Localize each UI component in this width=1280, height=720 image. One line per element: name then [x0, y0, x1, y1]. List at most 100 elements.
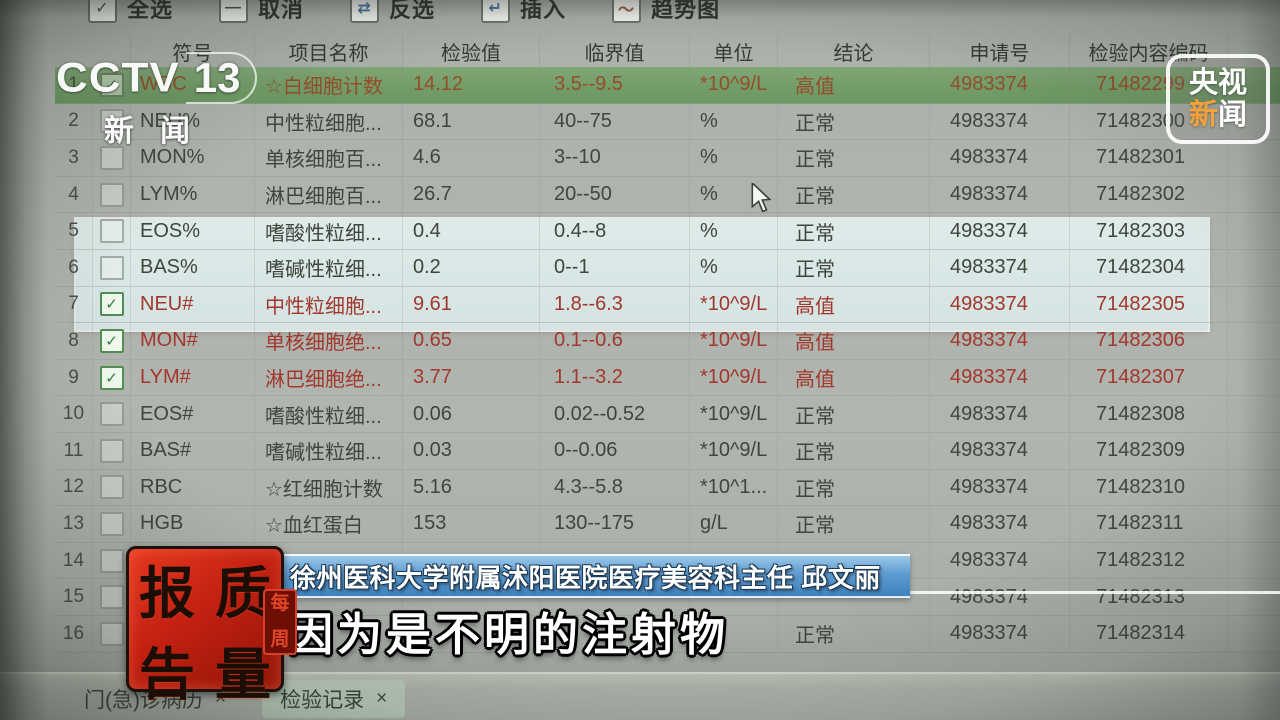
cell-row-number: 10	[55, 396, 93, 432]
table-row[interactable]: 7 ✓ NEU# 中性粒细胞... 9.61 1.8--6.3 *10^9/L 高值 49833…	[55, 286, 1280, 324]
tab-test-record[interactable]: 检验记录 ×	[262, 680, 406, 718]
cell-con: 正常	[778, 615, 930, 652]
cell-req: 4983374	[930, 176, 1070, 213]
cell-val: 9.61	[403, 286, 540, 323]
cell-row-number: 16	[55, 615, 93, 652]
channel-subtitle: 新闻	[104, 115, 216, 148]
checkbox-checked-icon[interactable]: ✓	[99, 292, 124, 317]
cell-req: 4983374	[930, 213, 1070, 249]
cell-code: 71482304	[1070, 249, 1228, 286]
checkbox-checked-icon[interactable]: ✓	[99, 365, 124, 390]
checkbox-icon[interactable]: ✓	[99, 182, 124, 207]
cell-val: 3.77	[403, 359, 540, 396]
checkbox-icon[interactable]: ✓	[99, 402, 124, 427]
row-checkbox-cell: ✓	[93, 176, 131, 213]
cell-row-number: 13	[55, 506, 93, 542]
cell-req: 4983374	[930, 506, 1070, 542]
quality-report-stamp-logo: 报 质 告 量 每周	[126, 546, 297, 706]
cell-code: 71482314	[1070, 615, 1228, 652]
cell-code: 71482303	[1070, 213, 1228, 249]
checkbox-icon[interactable]: ✓	[99, 585, 124, 610]
cctv-wordmark: CCTV	[56, 54, 180, 101]
checkbox-icon[interactable]: ✓	[99, 255, 124, 280]
cell-con: 正常	[778, 469, 930, 506]
column-header[interactable]: 检验值	[403, 35, 540, 67]
cell-con: 正常	[778, 213, 930, 249]
cell-con: 正常	[778, 176, 930, 213]
cell-code: 71482301	[1070, 140, 1228, 176]
cell-name: 嗜碱性粒细...	[255, 432, 403, 469]
cell-rng: 4.3--5.8	[540, 469, 690, 506]
cell-sym: HGB	[131, 506, 255, 542]
tab-close-icon[interactable]: ×	[376, 688, 388, 709]
checkbox-icon[interactable]: ✓	[99, 438, 124, 463]
cell-req: 4983374	[930, 579, 1070, 615]
cell-req: 4983374	[930, 542, 1070, 579]
cell-con: 正常	[778, 103, 930, 140]
cell-val: 4.6	[403, 140, 540, 176]
cell-name: ☆红细胞计数	[255, 469, 403, 506]
cell-con: 正常	[778, 506, 930, 542]
cell-row-number: 12	[55, 469, 93, 506]
cell-con: 高值	[778, 359, 930, 396]
row-checkbox-cell: ✓	[93, 213, 131, 249]
table-row[interactable]: 12✓ RBC☆红细胞计数5.164.3--5.8*10^1...正常498337…	[55, 469, 1280, 507]
cell-con: 高值	[778, 67, 930, 103]
cell-req: 4983374	[930, 396, 1070, 432]
subtitle-text: 因为是不明的注射物	[288, 609, 730, 660]
column-header[interactable]: 单位	[690, 35, 778, 67]
cell-req: 4983374	[930, 323, 1070, 359]
cell-val: 5.16	[403, 469, 540, 506]
row-checkbox-cell: ✓	[93, 323, 131, 359]
cell-rng: 0--0.06	[540, 432, 690, 469]
row-checkbox-cell: ✓	[93, 249, 131, 286]
cell-name: 嗜酸性粒细...	[255, 213, 403, 249]
mouse-cursor-icon	[751, 183, 772, 213]
cell-unit: *10^9/L	[690, 286, 778, 323]
checkbox-icon[interactable]: ✓	[99, 511, 124, 536]
cell-con: 正常	[778, 140, 930, 176]
checkbox-icon[interactable]: ✓	[99, 475, 124, 500]
cell-rng: 3.5--9.5	[540, 67, 690, 103]
cell-name: 嗜酸性粒细...	[255, 396, 403, 432]
checkbox-icon[interactable]: ✓	[99, 219, 124, 244]
cell-val: 0.65	[403, 323, 540, 359]
cell-req: 4983374	[930, 140, 1070, 176]
cell-name: ☆白细胞计数	[255, 67, 403, 103]
cell-val: 0.2	[403, 249, 540, 286]
checkbox-checked-icon[interactable]: ✓	[99, 328, 124, 353]
row-checkbox-cell: ✓	[93, 286, 131, 323]
column-header[interactable]: 结论	[778, 35, 930, 67]
cell-name: 淋巴细胞百...	[255, 176, 403, 213]
table-row[interactable]: 10✓ EOS#嗜酸性粒细...0.060.02--0.52*10^9/L正常49…	[55, 396, 1280, 433]
speaker-name-title: 徐州医科大学附属沭阳医院医疗美容科主任 邱文丽	[290, 562, 881, 593]
cell-code: 71482302	[1070, 176, 1228, 213]
checkbox-icon[interactable]: ✓	[99, 621, 124, 646]
cell-unit: *10^9/L	[690, 67, 778, 103]
cell-row-number: 14	[55, 542, 93, 579]
column-header[interactable]: 项目名称	[255, 35, 403, 67]
checkbox-icon[interactable]: ✓	[99, 548, 124, 573]
table-row[interactable]: 9 ✓ LYM# 淋巴细胞绝... 3.77 1.1--3.2 *10^9/L 高值 49833…	[55, 359, 1280, 397]
row-checkbox-cell: ✓	[93, 432, 131, 469]
cell-code: 71482313	[1070, 579, 1228, 615]
table-row[interactable]: 8 ✓ MON# 单核细胞绝... 0.65 0.1--0.6 *10^9/L 高值 49833…	[55, 323, 1280, 360]
tab-label: 检验记录	[280, 689, 365, 712]
cell-code: 71482305	[1070, 286, 1228, 323]
cell-unit: *10^9/L	[690, 432, 778, 469]
cell-unit: *10^9/L	[690, 396, 778, 432]
cell-code: 71482310	[1070, 469, 1228, 506]
cell-req: 4983374	[930, 249, 1070, 286]
cell-sym: BAS%	[131, 249, 255, 286]
cell-rng: 3--10	[540, 140, 690, 176]
cell-row-number: 11	[55, 432, 93, 469]
column-header[interactable]: 临界值	[540, 35, 690, 67]
table-row[interactable]: 5✓ EOS%嗜酸性粒细...0.40.4--8%正常49833747148230…	[55, 213, 1280, 250]
cell-code: 71482312	[1070, 542, 1228, 579]
column-header[interactable]: 申请号	[930, 35, 1070, 67]
table-row[interactable]: 4✓LYM%淋巴细胞百...26.720--50%正常4983374714823…	[55, 176, 1280, 214]
table-row[interactable]: 11✓ BAS#嗜碱性粒细...0.030--0.06*10^9/L正常49833…	[55, 432, 1280, 470]
table-row[interactable]: 13✓ HGB☆血红蛋白153130--175g/L正常4983374714823…	[55, 506, 1280, 543]
cell-rng: 0.02--0.52	[540, 396, 690, 432]
